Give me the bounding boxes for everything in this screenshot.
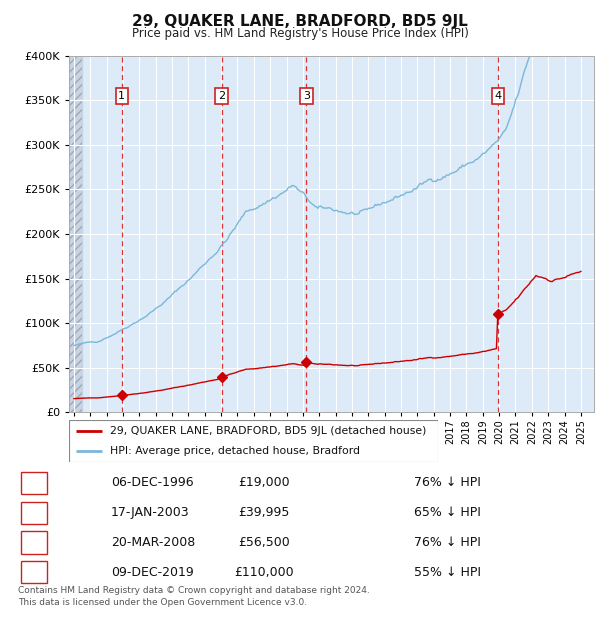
Text: 76% ↓ HPI: 76% ↓ HPI (414, 536, 481, 549)
Text: £19,000: £19,000 (238, 477, 290, 489)
Text: 76% ↓ HPI: 76% ↓ HPI (414, 477, 481, 489)
FancyBboxPatch shape (69, 420, 438, 462)
Text: 20-MAR-2008: 20-MAR-2008 (111, 536, 195, 549)
Bar (69, 56, 82, 412)
Text: Contains HM Land Registry data © Crown copyright and database right 2024.
This d: Contains HM Land Registry data © Crown c… (18, 586, 370, 607)
Text: 2: 2 (218, 91, 226, 101)
Text: 3: 3 (30, 536, 38, 549)
Text: Price paid vs. HM Land Registry's House Price Index (HPI): Price paid vs. HM Land Registry's House … (131, 27, 469, 40)
Text: 29, QUAKER LANE, BRADFORD, BD5 9JL (detached house): 29, QUAKER LANE, BRADFORD, BD5 9JL (deta… (110, 426, 426, 436)
Text: £110,000: £110,000 (234, 566, 294, 578)
Text: HPI: Average price, detached house, Bradford: HPI: Average price, detached house, Brad… (110, 446, 359, 456)
Text: 17-JAN-2003: 17-JAN-2003 (111, 507, 190, 519)
Text: £39,995: £39,995 (238, 507, 290, 519)
Text: 1: 1 (118, 91, 125, 101)
Text: 55% ↓ HPI: 55% ↓ HPI (414, 566, 481, 578)
Text: 2: 2 (30, 507, 38, 519)
Text: 4: 4 (494, 91, 502, 101)
Text: £56,500: £56,500 (238, 536, 290, 549)
Text: 06-DEC-1996: 06-DEC-1996 (111, 477, 194, 489)
Text: 3: 3 (303, 91, 310, 101)
Text: 4: 4 (30, 566, 38, 578)
Text: 1: 1 (30, 477, 38, 489)
Text: 09-DEC-2019: 09-DEC-2019 (111, 566, 194, 578)
Bar (69, 56, 82, 412)
Text: 65% ↓ HPI: 65% ↓ HPI (414, 507, 481, 519)
Text: 29, QUAKER LANE, BRADFORD, BD5 9JL: 29, QUAKER LANE, BRADFORD, BD5 9JL (132, 14, 468, 29)
